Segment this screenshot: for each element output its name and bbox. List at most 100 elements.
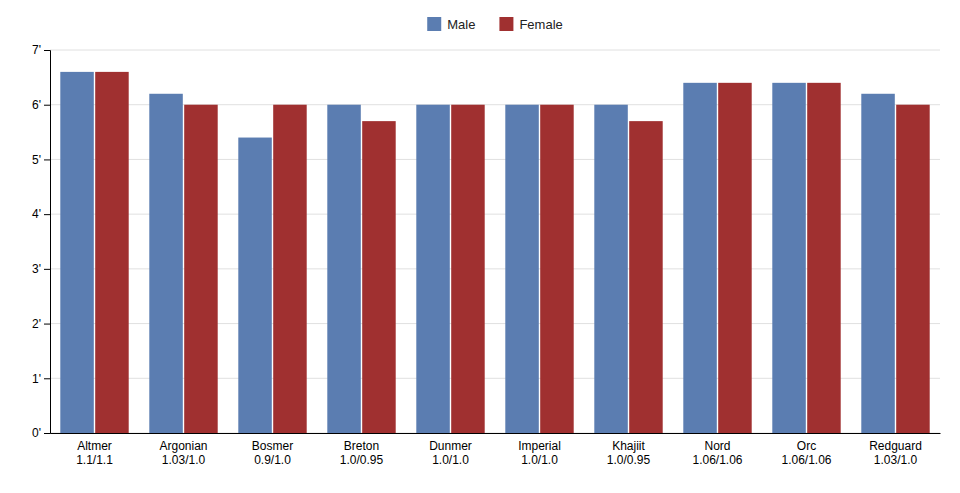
grid-line: [50, 104, 940, 105]
x-tick: Nord1.06/1.06: [692, 439, 742, 467]
legend-swatch: [427, 17, 441, 31]
x-tick-label: Khajiit1.0/0.95: [607, 439, 651, 467]
bar: [60, 72, 94, 433]
bar: [184, 105, 218, 433]
bar: [683, 83, 717, 433]
x-tick-label: Orc1.06/1.06: [781, 439, 831, 467]
legend: Male Female: [427, 17, 563, 32]
x-tick-label-line: Bosmer: [252, 439, 293, 453]
y-tick-label: 0': [32, 426, 41, 440]
bars: [60, 72, 929, 433]
y-tick: 5': [32, 153, 50, 167]
bar: [861, 94, 895, 433]
axis-line: [51, 433, 941, 434]
y-tick: 7': [32, 43, 50, 57]
bar: [238, 138, 272, 433]
grid-line: [50, 433, 940, 434]
tick-mark: [44, 159, 50, 160]
x-tick-label-line: 1.03/1.0: [162, 453, 206, 467]
grid: [50, 50, 940, 433]
x-tick-label-line: Redguard: [869, 439, 922, 453]
x-tick: Khajiit1.0/0.95: [607, 439, 651, 467]
grid-line: [50, 159, 940, 160]
grid-line: [50, 323, 940, 324]
bar: [149, 94, 183, 433]
x-tick-label-line: 1.1/1.1: [76, 453, 113, 467]
bar: [718, 83, 752, 433]
legend-label: Female: [519, 17, 562, 32]
x-tick-label: Argonian1.03/1.0: [159, 439, 207, 467]
bar: [505, 105, 539, 433]
grid-line: [50, 378, 940, 379]
x-tick: Argonian1.03/1.0: [159, 439, 207, 467]
y-tick-label: 2': [32, 317, 41, 331]
x-tick-label: Redguard1.03/1.0: [869, 439, 922, 467]
x-tick-label-line: Nord: [704, 439, 730, 453]
y-tick-label: 4': [32, 207, 41, 221]
legend-item: Female: [499, 17, 562, 32]
x-tick: Breton1.0/0.95: [340, 439, 384, 467]
x-tick: Dunmer1.0/1.0: [429, 439, 472, 467]
axis-line: [44, 51, 51, 434]
legend-label: Male: [447, 17, 475, 32]
x-tick-label-line: 1.0/1.0: [521, 453, 558, 467]
x-tick-label-line: Imperial: [518, 439, 561, 453]
grid-line: [50, 50, 940, 51]
tick-mark: [44, 269, 50, 270]
x-tick-label-line: Altmer: [77, 439, 112, 453]
tick-mark: [44, 433, 50, 434]
x-tick-label: Breton1.0/0.95: [340, 439, 384, 467]
x-tick-label-line: 1.0/0.95: [607, 453, 651, 467]
y-tick: 3': [32, 262, 50, 276]
y-tick: 4': [32, 207, 50, 221]
y-tick-label: 5': [32, 153, 41, 167]
grid-line: [50, 268, 940, 269]
y-tick: 6': [32, 98, 50, 112]
bar: [416, 105, 450, 433]
bar-series: [60, 72, 895, 433]
bar: [540, 105, 574, 433]
x-tick-label: Bosmer0.9/1.0: [252, 439, 293, 467]
x-tick-label-line: 1.03/1.0: [874, 453, 918, 467]
x-tick-label-line: Khajiit: [612, 439, 645, 453]
y-tick-label: 6': [32, 98, 41, 112]
x-tick: Altmer1.1/1.1: [76, 439, 113, 467]
bar: [594, 105, 628, 433]
tick-mark: [44, 214, 50, 215]
x-tick-label: Altmer1.1/1.1: [76, 439, 113, 467]
x-tick-label-line: 1.0/1.0: [432, 453, 469, 467]
chart-svg: 0' 1' 2' 3' 4' 5' 6' 7' Altmer1.1/1.1 Argonian1.0…: [0, 0, 960, 493]
y-tick-label: 7': [32, 43, 41, 57]
y-tick: 1': [32, 372, 50, 386]
y-tick: 2': [32, 317, 50, 331]
grid-line: [50, 214, 940, 215]
bar: [362, 121, 396, 433]
bar: [95, 72, 129, 433]
tick-mark: [44, 105, 50, 106]
tick-mark: [44, 324, 50, 325]
chart-container: 0' 1' 2' 3' 4' 5' 6' 7' Altmer1.1/1.1 Argonian1.0…: [0, 0, 960, 493]
x-tick-label: Imperial1.0/1.0: [518, 439, 561, 467]
legend-swatch: [499, 17, 513, 31]
x-tick-label-line: Dunmer: [429, 439, 472, 453]
legend-item: Male: [427, 17, 475, 32]
x-axis: Altmer1.1/1.1 Argonian1.03/1.0 Bosmer0.9/1…: [51, 434, 941, 467]
bar: [451, 105, 485, 433]
y-tick: 0': [32, 426, 50, 440]
x-tick-label: Nord1.06/1.06: [692, 439, 742, 467]
y-axis: 0' 1' 2' 3' 4' 5' 6' 7': [32, 43, 50, 440]
x-tick: Orc1.06/1.06: [781, 439, 831, 467]
x-tick: Imperial1.0/1.0: [518, 439, 561, 467]
x-tick: Bosmer0.9/1.0: [252, 439, 293, 467]
x-tick-label-line: 1.06/1.06: [781, 453, 831, 467]
y-tick-label: 3': [32, 262, 41, 276]
x-tick: Redguard1.03/1.0: [869, 439, 922, 467]
x-tick-label-line: Orc: [797, 439, 816, 453]
x-tick-label-line: 1.0/0.95: [340, 453, 384, 467]
bar: [807, 83, 841, 433]
tick-mark: [44, 378, 50, 379]
bar-series: [95, 72, 930, 433]
bar: [772, 83, 806, 433]
bar: [629, 121, 663, 433]
bar: [327, 105, 361, 433]
